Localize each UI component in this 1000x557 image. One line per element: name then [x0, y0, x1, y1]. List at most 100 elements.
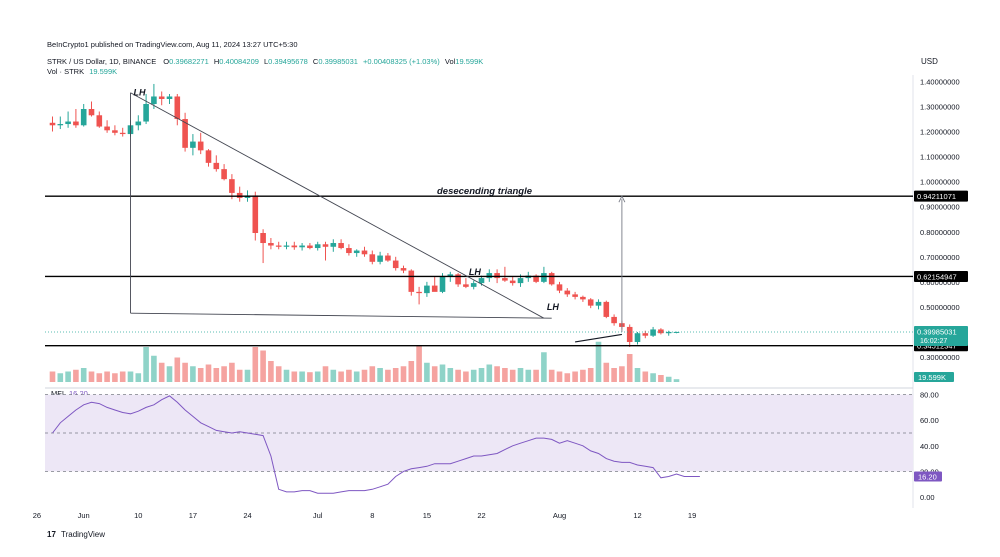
candle-body — [416, 291, 422, 294]
volume-bar — [455, 369, 461, 382]
time-tick: 19 — [688, 511, 696, 520]
candle — [174, 93, 181, 126]
candle-body — [478, 278, 485, 284]
candle — [143, 93, 149, 125]
time-tick: 26 — [33, 511, 41, 520]
candle — [470, 280, 477, 290]
time-axis: 26 Jun 10 17 24 Jul 8 15 22 Aug 12 19 — [33, 511, 697, 520]
volume-bar — [517, 368, 524, 382]
publisher-line: BeInCrypto1 published on TradingView.com… — [47, 40, 298, 49]
volume-bar — [385, 369, 391, 382]
candle — [431, 276, 438, 292]
candle-body — [470, 283, 477, 287]
mfi-value: 16.20 — [69, 389, 88, 398]
candle — [603, 300, 610, 319]
candle — [377, 251, 383, 265]
candle — [80, 103, 87, 127]
candle — [307, 243, 313, 250]
volume-bar — [486, 364, 493, 382]
candle-body — [353, 250, 360, 254]
horizontal-levels — [45, 195, 913, 347]
candle — [463, 278, 469, 289]
triangle-line — [130, 312, 552, 319]
candle — [182, 112, 188, 152]
candle — [509, 276, 516, 286]
candle — [595, 299, 602, 310]
candle-body — [197, 141, 204, 151]
volume-bar — [447, 368, 454, 382]
candle — [634, 331, 641, 345]
candle-body — [182, 119, 188, 148]
candle-body — [463, 284, 469, 287]
candle-body — [221, 169, 227, 180]
volume-bar — [158, 362, 165, 382]
candle-body — [307, 245, 313, 249]
volume-bar — [119, 371, 126, 382]
candle — [392, 256, 399, 271]
candle-body — [533, 275, 539, 282]
candle — [236, 186, 243, 202]
volume-bar — [143, 347, 149, 382]
candle-body — [564, 290, 571, 295]
candle-body — [361, 250, 368, 255]
level-0942-badge-text: 0.94211071 — [917, 192, 956, 201]
candle — [205, 149, 212, 167]
price-tick: 0.90000000 — [920, 203, 960, 212]
volume-bar — [502, 368, 508, 382]
candle — [268, 238, 274, 250]
price-tick: 0.80000000 — [920, 228, 960, 237]
ohlc-h-label: H — [214, 57, 219, 66]
price-badges: 0.94211071 0.62154947 0.34512347 0.39985031… — [914, 190, 968, 482]
candle — [650, 326, 656, 337]
candle-body — [494, 273, 500, 279]
candle — [65, 111, 71, 128]
volume-bar — [104, 371, 110, 382]
candle — [338, 239, 344, 250]
candle — [190, 134, 196, 156]
vol-line-label: Vol · STRK — [47, 67, 84, 76]
mfi-tick: 0.00 — [920, 493, 935, 502]
candle-body — [275, 245, 282, 247]
candle-body — [455, 274, 461, 285]
price-tick: 0.70000000 — [920, 253, 960, 262]
price-tick: 1.20000000 — [920, 128, 960, 137]
volume-bar — [626, 354, 633, 382]
volume-bar — [197, 368, 204, 382]
volume-bar — [275, 366, 282, 382]
time-tick: Aug — [553, 511, 566, 520]
volume-bar — [330, 369, 337, 382]
candle — [57, 116, 64, 130]
vol-line: Vol · STRK 19.599K — [47, 67, 117, 76]
candle-body — [190, 141, 196, 148]
candle — [665, 330, 672, 336]
candle — [424, 281, 430, 297]
candle-body — [673, 331, 680, 333]
candle — [541, 266, 547, 284]
candle-body — [509, 280, 516, 284]
volume-bar — [166, 366, 173, 382]
volume-bar — [548, 369, 555, 382]
candle-body — [580, 296, 586, 300]
volume-bar — [572, 371, 578, 382]
candle-body — [119, 132, 126, 135]
volume-bar — [377, 368, 383, 382]
level-0621-badge-text: 0.62154947 — [917, 272, 957, 281]
candle — [548, 271, 555, 286]
volume-bar — [260, 350, 266, 382]
volume-bar — [533, 369, 539, 382]
ohlc-vol-label: Vol — [445, 57, 456, 66]
candle-body — [658, 329, 664, 334]
candle-body — [665, 331, 672, 334]
volume-bar — [611, 368, 617, 382]
candle — [486, 269, 493, 282]
volume-bar — [268, 361, 274, 382]
candle — [385, 253, 391, 262]
volume-bar — [494, 366, 500, 382]
volume-bar — [80, 368, 87, 382]
volume-bar — [564, 373, 571, 382]
ohlc-c-label: C — [313, 57, 319, 66]
candle — [502, 266, 508, 282]
volume-bar — [439, 364, 446, 382]
candle — [611, 314, 617, 326]
